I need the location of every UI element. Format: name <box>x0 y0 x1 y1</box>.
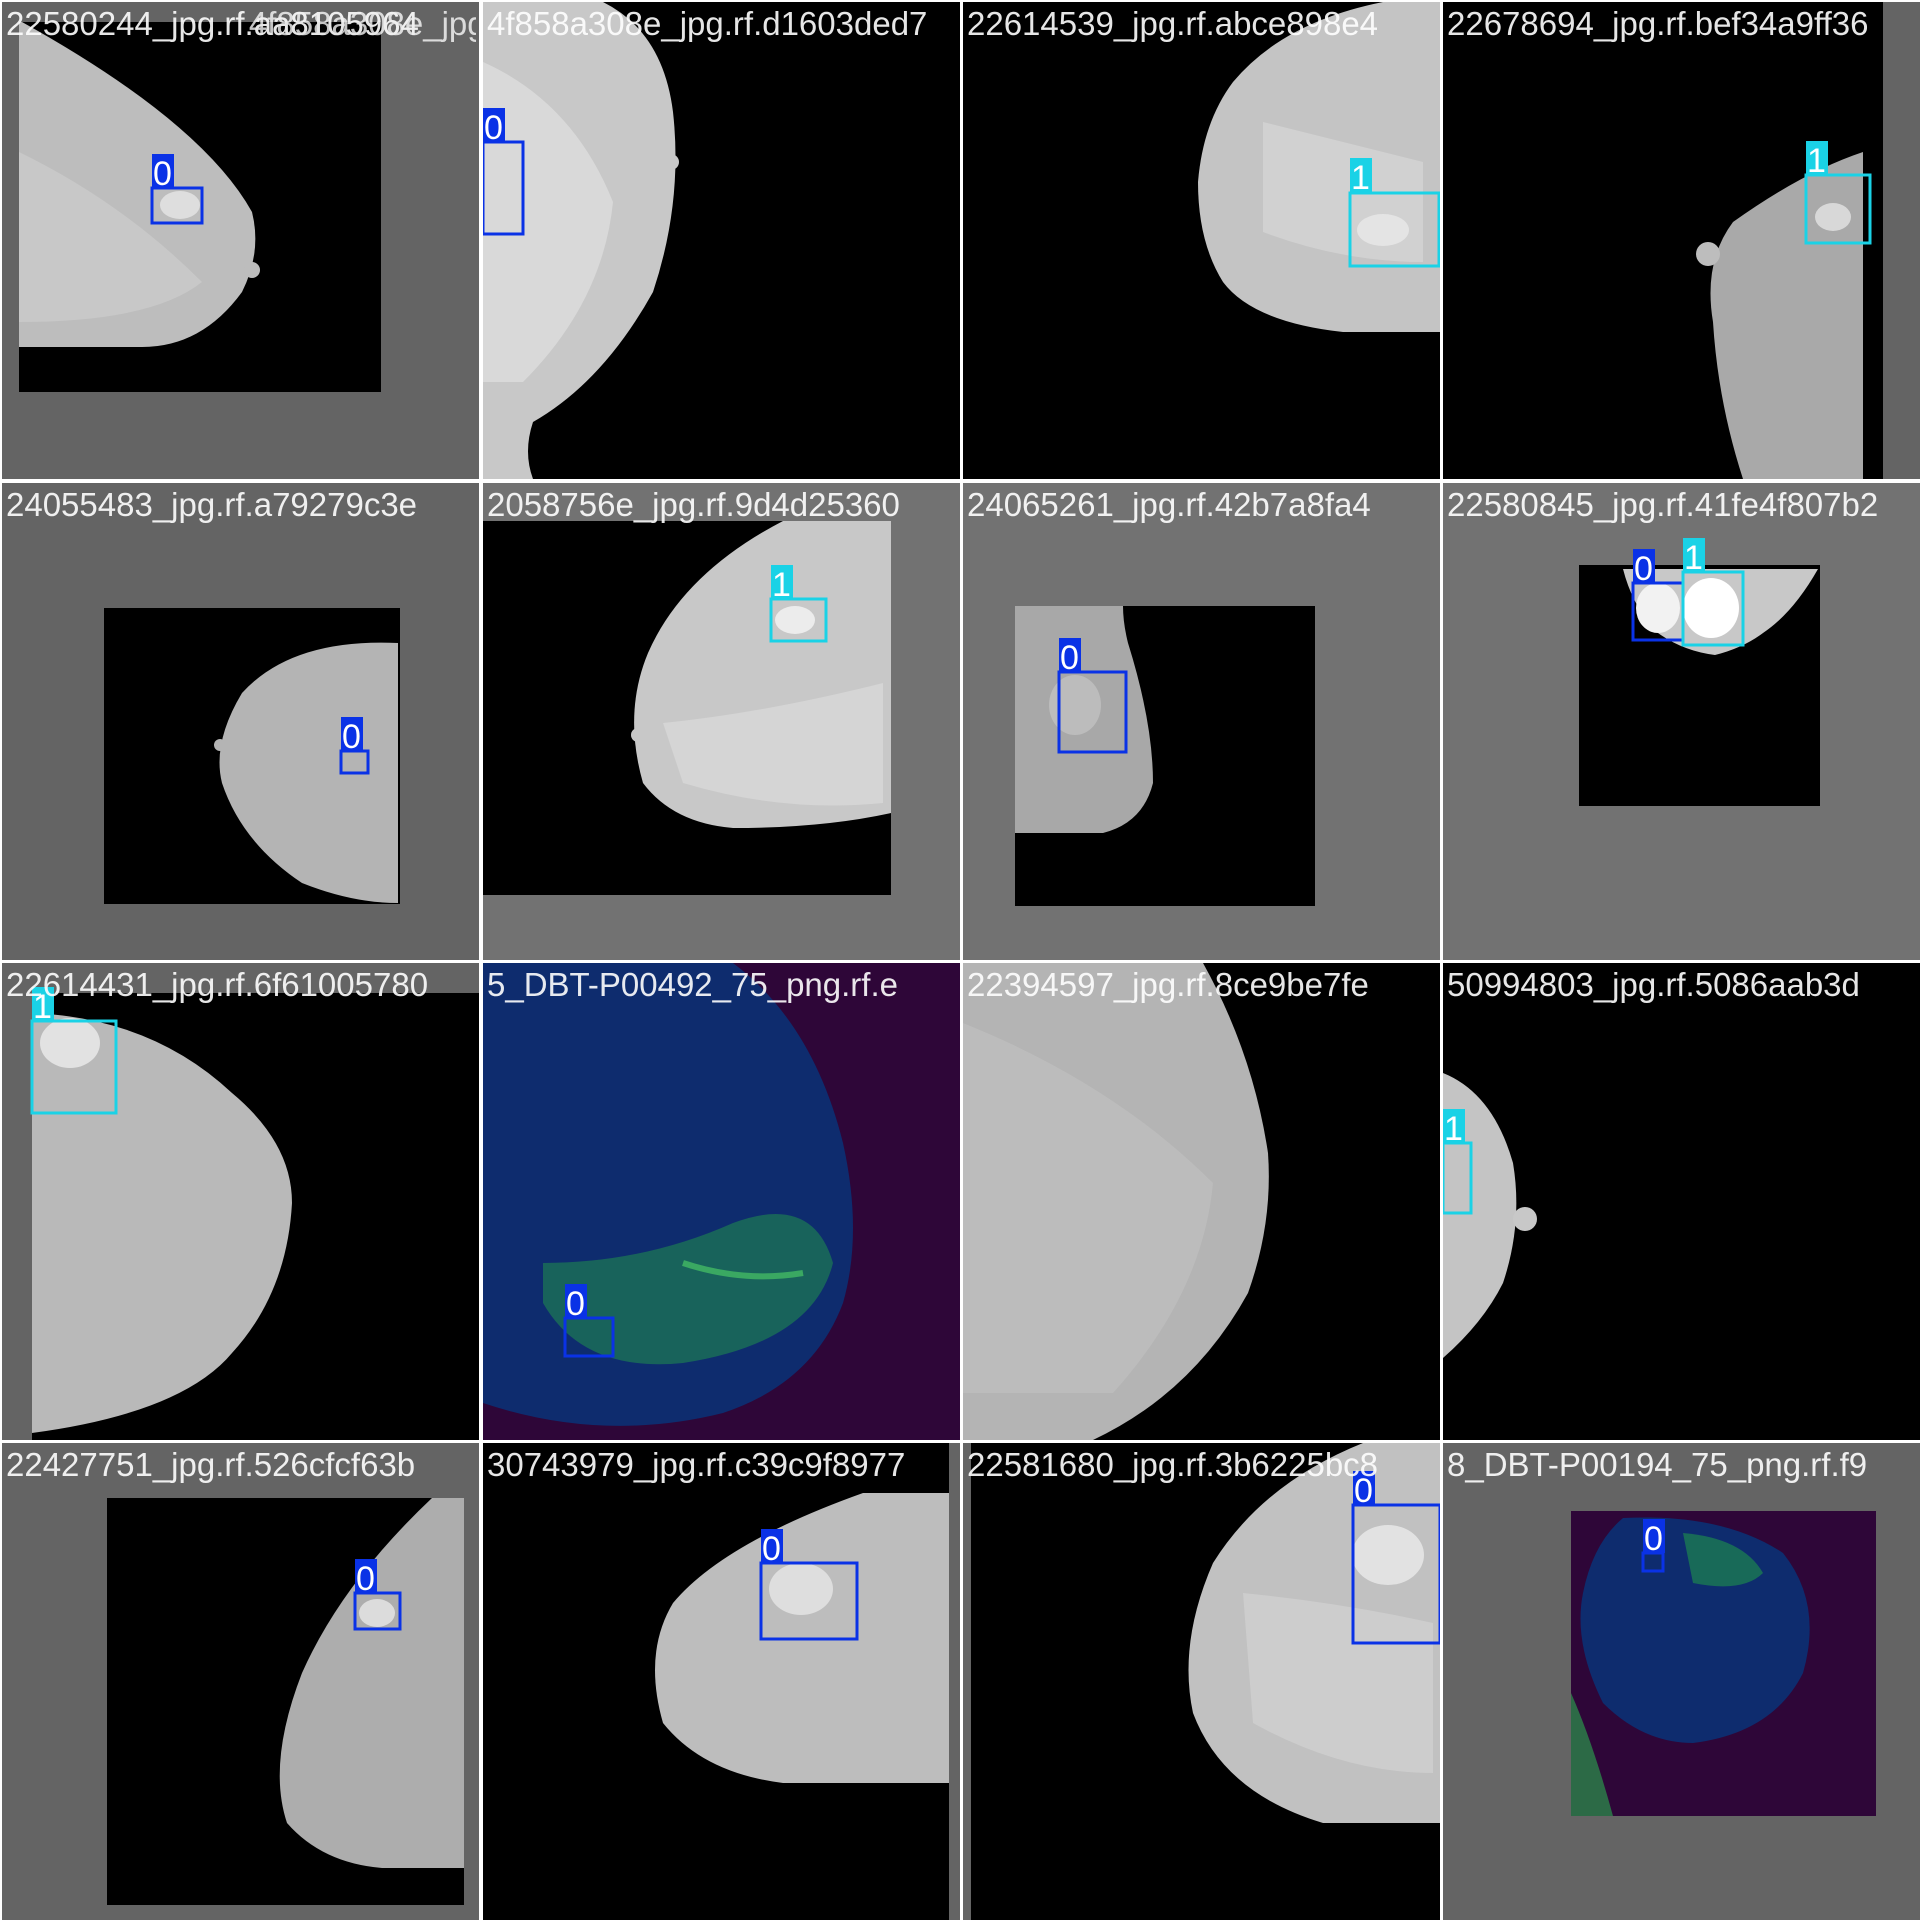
image-tile[interactable]: 1 22614431_jpg.rf.6f61005780 <box>2 963 479 1440</box>
mammogram-image: 0 <box>2 1443 479 1920</box>
mammogram-image: 0 <box>483 963 960 1440</box>
image-tile[interactable]: 22394597_jpg.rf.8ce9be7fe <box>963 963 1440 1440</box>
mammogram-image: 0 <box>2 483 479 960</box>
image-tile[interactable]: 0 5_DBT-P00492_75_png.rf.e <box>483 963 960 1440</box>
mammogram-image: 0 <box>1443 1443 1920 1920</box>
image-tile[interactable]: 0 22580244_jpg.rf.aa81059644f858a308e_jp… <box>2 2 479 479</box>
box-class-label: 0 <box>566 1285 585 1323</box>
box-class-label: 1 <box>1351 159 1370 197</box>
image-tile[interactable]: 0 22581680_jpg.rf.3b6225bc8 <box>963 1443 1440 1920</box>
mammogram-image: 0 <box>963 483 1440 960</box>
mammogram-image <box>963 963 1440 1440</box>
box-class-label: 0 <box>762 1530 781 1568</box>
box-class-label: 0 <box>1354 1472 1373 1510</box>
image-tile[interactable]: 0 1 22580845_jpg.rf.41fe4f807b2 <box>1443 483 1920 960</box>
box-class-label: 1 <box>1684 539 1703 577</box>
box-class-label: 0 <box>1060 639 1079 677</box>
box-class-label: 0 <box>484 109 503 147</box>
box-class-label: 1 <box>1807 142 1826 180</box>
mammogram-image: 0 1 <box>1443 483 1920 960</box>
image-tile[interactable]: 1 22678694_jpg.rf.bef34a9ff36 <box>1443 2 1920 479</box>
box-class-label: 0 <box>153 155 172 193</box>
mammogram-image: 0 <box>483 1443 960 1920</box>
mammogram-image: 1 <box>483 483 960 960</box>
mammogram-image: 1 <box>1443 2 1920 479</box>
mammogram-image: 1 <box>1443 963 1920 1440</box>
box-class-label: 0 <box>356 1560 375 1598</box>
box-class-label: 0 <box>1634 550 1653 588</box>
mammogram-image: 1 <box>963 2 1440 479</box>
image-tile[interactable]: 0 24065261_jpg.rf.42b7a8fa4 <box>963 483 1440 960</box>
box-class-label: 0 <box>1644 1520 1663 1558</box>
mammogram-image: 0 <box>2 2 479 479</box>
image-tile[interactable]: 0 4f858a308e_jpg.rf.d1603ded7 <box>483 2 960 479</box>
box-class-label: 1 <box>1444 1110 1463 1148</box>
image-tile[interactable]: 1 50994803_jpg.rf.5086aab3d <box>1443 963 1920 1440</box>
box-class-label: 1 <box>772 566 791 604</box>
mammogram-image: 1 <box>2 963 479 1440</box>
image-tile[interactable]: 1 2058756e_jpg.rf.9d4d25360 <box>483 483 960 960</box>
image-tile[interactable]: 0 24055483_jpg.rf.a79279c3e <box>2 483 479 960</box>
mammogram-image: 0 <box>963 1443 1440 1920</box>
box-class-label: 0 <box>342 718 361 756</box>
image-tile[interactable]: 0 8_DBT-P00194_75_png.rf.f9 <box>1443 1443 1920 1920</box>
image-tile[interactable]: 0 22427751_jpg.rf.526cfcf63b <box>2 1443 479 1920</box>
image-tile[interactable]: 0 30743979_jpg.rf.c39c9f8977 <box>483 1443 960 1920</box>
image-tile[interactable]: 1 22614539_jpg.rf.abce898e4 <box>963 2 1440 479</box>
box-class-label: 1 <box>33 988 52 1026</box>
mammogram-image: 0 <box>483 2 960 479</box>
